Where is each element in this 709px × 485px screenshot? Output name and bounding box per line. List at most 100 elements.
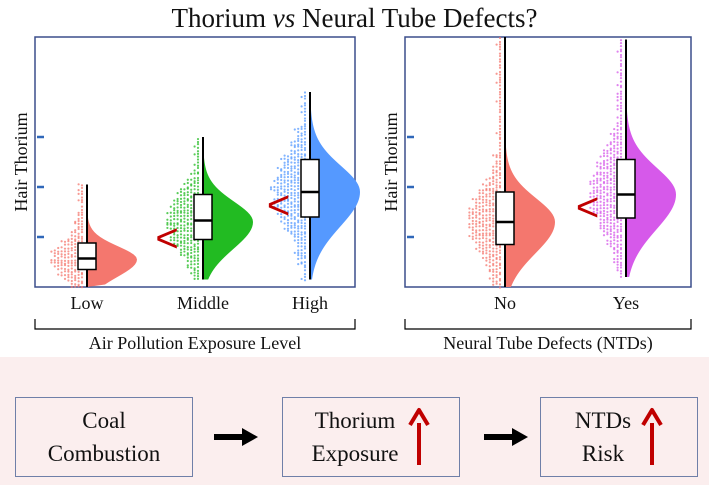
data-point — [602, 180, 606, 184]
data-point — [183, 247, 186, 251]
data-point — [619, 264, 623, 267]
data-point — [80, 201, 84, 204]
data-point — [179, 218, 183, 221]
data-point — [619, 48, 623, 51]
data-point — [478, 192, 481, 195]
data-point — [468, 214, 471, 217]
data-point — [190, 246, 193, 249]
data-point — [276, 204, 279, 207]
data-point — [616, 132, 619, 135]
data-point — [498, 184, 502, 187]
data-point — [303, 261, 307, 264]
data-point — [67, 240, 70, 243]
data-point — [50, 250, 53, 253]
data-point — [293, 204, 296, 207]
data-point — [495, 169, 498, 172]
data-point — [498, 244, 502, 247]
data-point — [74, 231, 77, 234]
x-tick-label: Middle — [177, 293, 229, 313]
data-point — [303, 119, 307, 122]
data-point — [63, 247, 67, 250]
data-point — [485, 193, 488, 196]
data-point — [596, 171, 599, 174]
data-point — [602, 154, 606, 158]
data-point — [196, 248, 200, 251]
data-point — [619, 128, 623, 131]
data-point — [619, 107, 623, 110]
data-point — [488, 183, 491, 187]
data-point — [300, 236, 303, 239]
data-point — [619, 104, 623, 107]
data-point — [196, 275, 200, 278]
data-point — [498, 36, 502, 40]
data-point — [190, 211, 193, 214]
data-point — [609, 177, 612, 180]
data-point — [609, 132, 612, 136]
data-point — [616, 254, 619, 258]
data-point — [609, 173, 612, 176]
data-point — [602, 215, 606, 218]
data-point — [613, 134, 616, 137]
data-point — [297, 187, 300, 190]
data-point — [176, 230, 179, 233]
data-point — [599, 162, 602, 165]
data-point — [613, 199, 616, 203]
data-point — [57, 252, 60, 256]
data-point — [196, 262, 200, 265]
data-point — [77, 280, 80, 283]
data-point — [616, 258, 619, 261]
data-point — [176, 222, 179, 225]
data-point — [613, 236, 616, 239]
data-point — [60, 274, 63, 277]
data-point — [169, 219, 172, 222]
data-point — [498, 76, 502, 79]
x-tick-label: High — [292, 293, 328, 313]
data-point — [498, 256, 502, 259]
data-point — [609, 218, 612, 222]
data-point — [481, 225, 485, 228]
data-point — [293, 152, 296, 155]
data-point — [297, 200, 300, 203]
data-point — [619, 72, 623, 75]
data-point — [70, 282, 73, 285]
data-point — [492, 234, 495, 237]
data-point — [293, 235, 296, 238]
data-point — [297, 184, 300, 188]
data-point — [280, 173, 283, 177]
data-point — [592, 210, 595, 213]
data-point — [488, 216, 491, 219]
data-point — [619, 254, 623, 257]
data-point — [485, 219, 488, 223]
data-point — [599, 214, 602, 218]
data-point — [613, 185, 616, 189]
data-point — [293, 191, 296, 195]
data-point — [492, 259, 495, 262]
data-point — [619, 143, 623, 146]
data-point — [77, 232, 80, 235]
data-point — [599, 167, 602, 170]
data-point — [613, 227, 616, 230]
data-point — [592, 203, 595, 207]
data-point — [478, 211, 481, 215]
data-point — [196, 152, 200, 155]
data-point — [606, 162, 609, 165]
data-point — [186, 209, 189, 212]
data-point — [283, 164, 286, 167]
title-vs: vs — [272, 3, 296, 33]
data-point — [485, 195, 488, 198]
box — [300, 158, 320, 218]
data-point — [468, 223, 471, 226]
data-point — [498, 99, 502, 102]
data-point — [53, 265, 56, 268]
data-point — [303, 143, 307, 146]
data-point — [173, 212, 176, 215]
data-point — [166, 221, 169, 225]
data-point — [589, 182, 592, 186]
data-point — [592, 182, 595, 185]
data-point — [179, 240, 183, 243]
data-point — [283, 161, 286, 164]
data-point — [193, 250, 196, 253]
data-point — [498, 186, 502, 189]
data-point — [183, 224, 186, 227]
data-point — [613, 233, 616, 237]
